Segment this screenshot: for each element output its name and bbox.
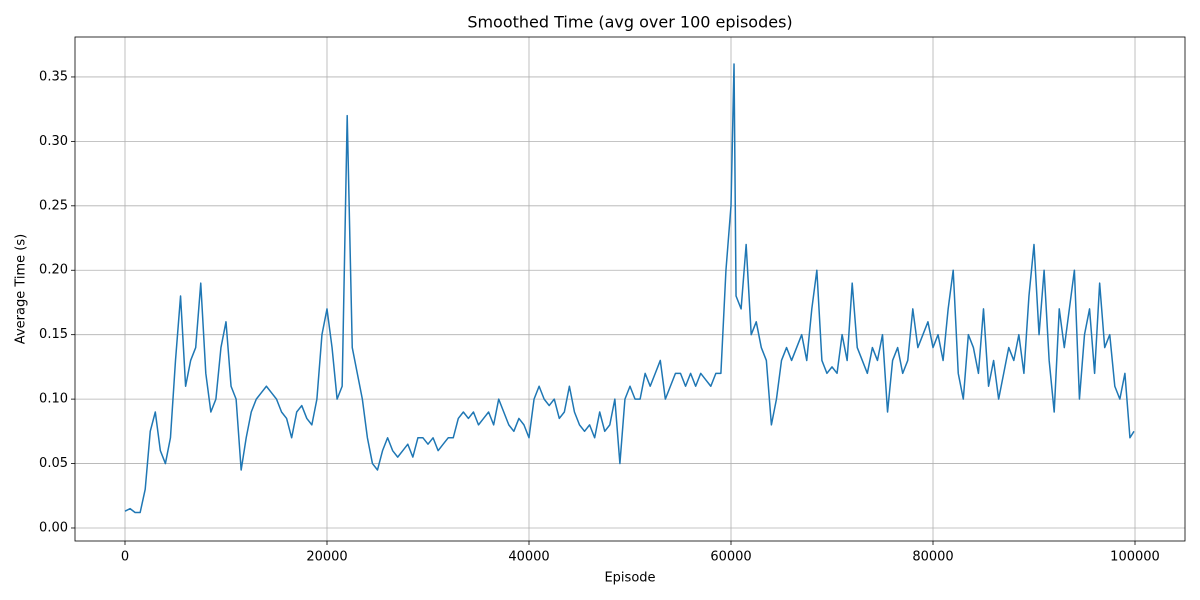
chart-title: Smoothed Time (avg over 100 episodes) bbox=[467, 13, 792, 32]
y-tick-label: 0.30 bbox=[39, 134, 68, 149]
data-line bbox=[124, 63, 1135, 514]
x-tick-label: 20000 bbox=[306, 550, 347, 565]
y-tick-label: 0.35 bbox=[39, 69, 68, 84]
plot-area: 0 20000 40000 60000 80000 100000 0.00 0.05 0.10 0… bbox=[39, 36, 1186, 565]
x-tick-label: 80000 bbox=[912, 550, 953, 565]
y-tick-label: 0.25 bbox=[39, 198, 68, 213]
y-tick-label: 0.15 bbox=[39, 327, 68, 342]
y-tick-label: 0.00 bbox=[39, 520, 68, 535]
plot-frame bbox=[74, 36, 1186, 542]
x-axis-label: Episode bbox=[604, 571, 655, 586]
y-tick-label: 0.10 bbox=[39, 392, 68, 407]
x-tick-label: 40000 bbox=[508, 550, 549, 565]
x-tick-label: 100000 bbox=[1110, 550, 1160, 565]
x-tick-label: 60000 bbox=[710, 550, 751, 565]
y-tick-label: 0.20 bbox=[39, 263, 68, 278]
y-axis-label: Average Time (s) bbox=[14, 234, 29, 344]
x-tick-label: 0 bbox=[121, 550, 129, 565]
y-tick-label: 0.05 bbox=[39, 456, 68, 471]
